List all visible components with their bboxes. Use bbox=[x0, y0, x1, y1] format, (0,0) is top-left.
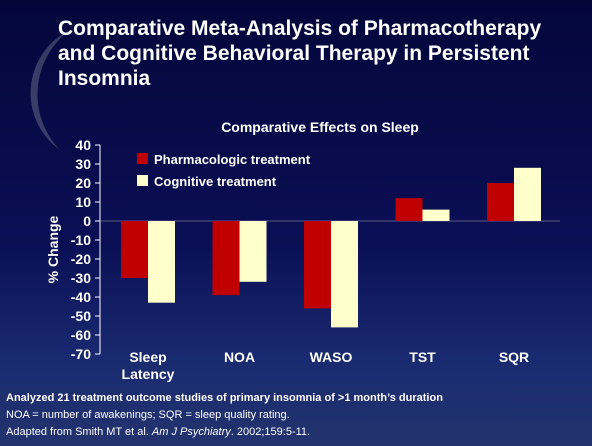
legend-swatch bbox=[137, 175, 148, 186]
bar bbox=[212, 221, 240, 296]
citation-text: . 2002;159:5-11. bbox=[230, 426, 311, 438]
y-tick-label: 30 bbox=[75, 156, 91, 172]
y-tick-label: -40 bbox=[71, 289, 91, 305]
moon-decoration bbox=[30, 30, 70, 150]
bar bbox=[239, 221, 267, 282]
x-tick-label: SQR bbox=[498, 349, 530, 365]
y-tick-label: 20 bbox=[75, 175, 91, 191]
y-tick-label: -70 bbox=[71, 346, 91, 362]
x-tick-label: Sleep Latency bbox=[121, 349, 175, 382]
citation-text: Adapted from Smith MT et al. bbox=[6, 426, 152, 438]
legend-label: Pharmacologic treatment bbox=[154, 152, 311, 167]
legend-swatch bbox=[137, 153, 148, 164]
y-tick-label: 10 bbox=[75, 194, 91, 210]
x-tick-label: TST bbox=[409, 349, 436, 365]
bar bbox=[422, 209, 450, 221]
y-tick-label: -60 bbox=[71, 327, 91, 343]
y-tick-label: 40 bbox=[75, 137, 91, 153]
footnote: Analyzed 21 treatment outcome studies of… bbox=[6, 392, 443, 404]
slide-title: Comparative Meta-Analysis of Pharmacothe… bbox=[58, 17, 542, 90]
bar bbox=[331, 221, 358, 328]
bar bbox=[487, 183, 514, 221]
x-tick-label: NOA bbox=[223, 349, 256, 365]
y-axis-label: % Change bbox=[45, 215, 61, 283]
y-tick-label: -10 bbox=[71, 232, 91, 248]
journal: Am J Psychiatry bbox=[151, 426, 231, 438]
bar bbox=[148, 221, 175, 303]
footnotes: Analyzed 21 treatment outcome studies of… bbox=[6, 392, 443, 443]
bar bbox=[121, 221, 148, 278]
y-tick-label: -20 bbox=[71, 251, 91, 267]
chart-title: Comparative Effects on Sleep bbox=[221, 119, 419, 135]
bar bbox=[304, 221, 331, 309]
y-tick-label: 0 bbox=[83, 213, 91, 229]
y-tick-label: -50 bbox=[71, 308, 91, 324]
bar bbox=[395, 198, 423, 221]
x-tick-label: WASO bbox=[309, 349, 353, 365]
legend-label: Cognitive treatment bbox=[154, 174, 277, 189]
citation: Adapted from Smith MT et al. Am J Psychi… bbox=[6, 426, 443, 438]
bar bbox=[514, 167, 541, 221]
footnote: NOA = number of awakenings; SQR = sleep … bbox=[6, 409, 290, 421]
y-tick-label: -30 bbox=[71, 270, 91, 286]
